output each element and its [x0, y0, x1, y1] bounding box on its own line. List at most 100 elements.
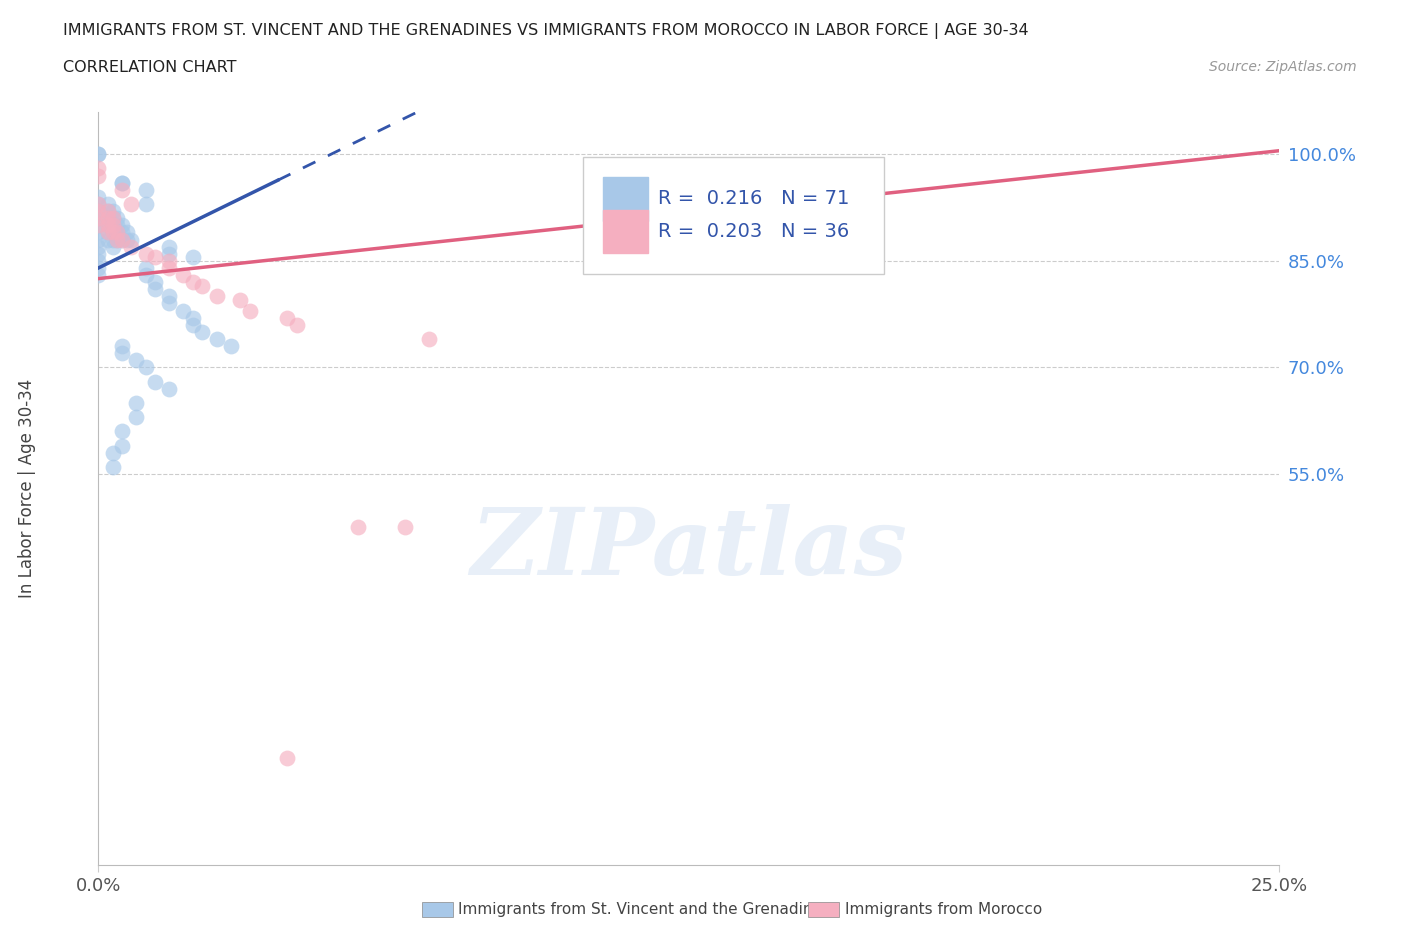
- Point: [111, 175, 134, 190]
- Point: [87, 161, 110, 176]
- Point: [87, 196, 110, 211]
- Y-axis label: In Labor Force | Age 30-34: In Labor Force | Age 30-34: [18, 379, 37, 598]
- Point: [135, 268, 157, 283]
- Point: [115, 232, 138, 247]
- Point: [111, 218, 134, 232]
- Text: Source: ZipAtlas.com: Source: ZipAtlas.com: [1209, 60, 1357, 74]
- Point: [181, 274, 204, 289]
- Point: [143, 282, 166, 297]
- Point: [87, 246, 110, 261]
- Point: [143, 374, 166, 389]
- Point: [276, 311, 298, 325]
- Point: [101, 218, 124, 232]
- Point: [135, 360, 157, 375]
- Point: [111, 424, 134, 439]
- Point: [87, 268, 110, 283]
- Point: [87, 218, 110, 232]
- Point: [181, 317, 204, 332]
- Point: [135, 182, 157, 197]
- Point: [157, 253, 180, 268]
- Point: [285, 317, 308, 332]
- Text: Immigrants from St. Vincent and the Grenadines: Immigrants from St. Vincent and the Gren…: [458, 902, 831, 917]
- Point: [101, 459, 124, 474]
- Point: [101, 225, 124, 240]
- Point: [347, 520, 370, 535]
- Point: [97, 211, 120, 226]
- Point: [157, 296, 180, 311]
- Point: [125, 410, 148, 425]
- Point: [111, 232, 134, 247]
- Point: [143, 274, 166, 289]
- Point: [105, 211, 128, 226]
- Text: R =  0.203   N = 36: R = 0.203 N = 36: [658, 222, 849, 241]
- Point: [111, 339, 134, 353]
- Point: [394, 520, 416, 535]
- Point: [157, 246, 180, 261]
- Point: [87, 239, 110, 254]
- Point: [97, 225, 120, 240]
- Point: [157, 289, 180, 304]
- Point: [97, 218, 120, 232]
- Point: [135, 246, 157, 261]
- Point: [105, 225, 128, 240]
- Point: [105, 232, 128, 247]
- Point: [111, 438, 134, 453]
- Point: [97, 211, 120, 226]
- Point: [702, 172, 724, 187]
- Point: [181, 311, 204, 325]
- Point: [87, 204, 110, 219]
- Point: [105, 232, 128, 247]
- Point: [87, 211, 110, 226]
- Point: [418, 332, 440, 347]
- Point: [135, 196, 157, 211]
- Point: [87, 232, 110, 247]
- Point: [87, 204, 110, 219]
- Point: [276, 751, 298, 765]
- Point: [105, 218, 128, 232]
- Point: [101, 232, 124, 247]
- Point: [87, 225, 110, 240]
- Point: [87, 260, 110, 275]
- FancyBboxPatch shape: [603, 209, 648, 253]
- Text: CORRELATION CHART: CORRELATION CHART: [63, 60, 236, 75]
- Point: [101, 239, 124, 254]
- Point: [101, 218, 124, 232]
- Point: [135, 260, 157, 275]
- Point: [205, 289, 228, 304]
- Point: [87, 147, 110, 162]
- Point: [101, 211, 124, 226]
- Point: [101, 445, 124, 460]
- Point: [87, 211, 110, 226]
- Point: [101, 225, 124, 240]
- Point: [172, 268, 194, 283]
- Point: [111, 225, 134, 240]
- Point: [191, 325, 214, 339]
- Point: [97, 204, 120, 219]
- Point: [87, 218, 110, 232]
- Point: [97, 196, 120, 211]
- Point: [87, 168, 110, 183]
- FancyBboxPatch shape: [582, 157, 884, 273]
- Point: [157, 381, 180, 396]
- Point: [121, 239, 143, 254]
- Point: [105, 225, 128, 240]
- Point: [654, 161, 676, 176]
- Point: [87, 196, 110, 211]
- Point: [87, 253, 110, 268]
- Text: IMMIGRANTS FROM ST. VINCENT AND THE GRENADINES VS IMMIGRANTS FROM MOROCCO IN LAB: IMMIGRANTS FROM ST. VINCENT AND THE GREN…: [63, 23, 1029, 39]
- Point: [172, 303, 194, 318]
- Point: [121, 232, 143, 247]
- Point: [143, 250, 166, 265]
- Point: [191, 278, 214, 293]
- Point: [229, 293, 252, 308]
- Point: [111, 346, 134, 361]
- Point: [125, 352, 148, 367]
- Text: ZIPatlas: ZIPatlas: [471, 503, 907, 593]
- Point: [219, 339, 242, 353]
- Point: [157, 260, 180, 275]
- Point: [115, 225, 138, 240]
- Point: [125, 395, 148, 410]
- Point: [97, 204, 120, 219]
- Point: [87, 190, 110, 205]
- Point: [111, 182, 134, 197]
